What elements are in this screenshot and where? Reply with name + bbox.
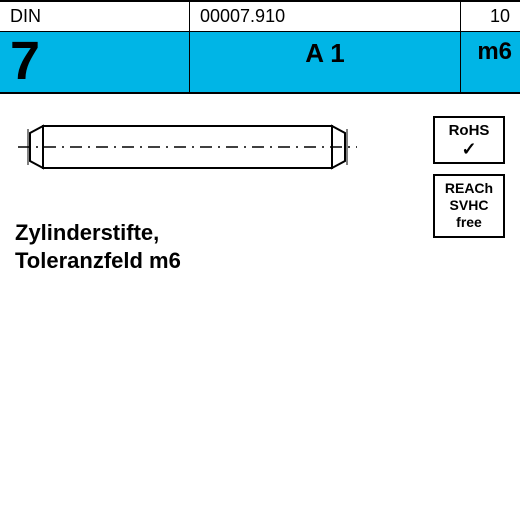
din-label: DIN [0,2,190,31]
certifications: RoHS ✓ REACh SVHC free [433,116,505,238]
reach-line2: SVHC [435,197,503,214]
rohs-label: RoHS [435,122,503,140]
body-area: RoHS ✓ REACh SVHC free Zylinderstifte, T… [0,94,520,284]
tolerance: m6 [461,32,520,92]
description-line2: Toleranzfeld m6 [15,248,505,274]
header-row-2: 7 A 1 m6 [0,32,520,94]
rohs-badge: RoHS ✓ [433,116,505,164]
quantity: 10 [461,2,520,31]
header-row-1: DIN 00007.910 10 [0,0,520,32]
part-code: 00007.910 [190,2,461,31]
din-number: 7 [0,32,190,92]
reach-line3: free [435,214,503,231]
check-icon: ✓ [435,140,503,158]
reach-badge: REACh SVHC free [433,174,505,238]
description: Zylinderstifte, Toleranzfeld m6 [15,220,505,274]
description-line1: Zylinderstifte, [15,220,505,246]
pin-drawing [15,124,360,170]
reach-line1: REACh [435,180,503,197]
material: A 1 [190,32,461,92]
